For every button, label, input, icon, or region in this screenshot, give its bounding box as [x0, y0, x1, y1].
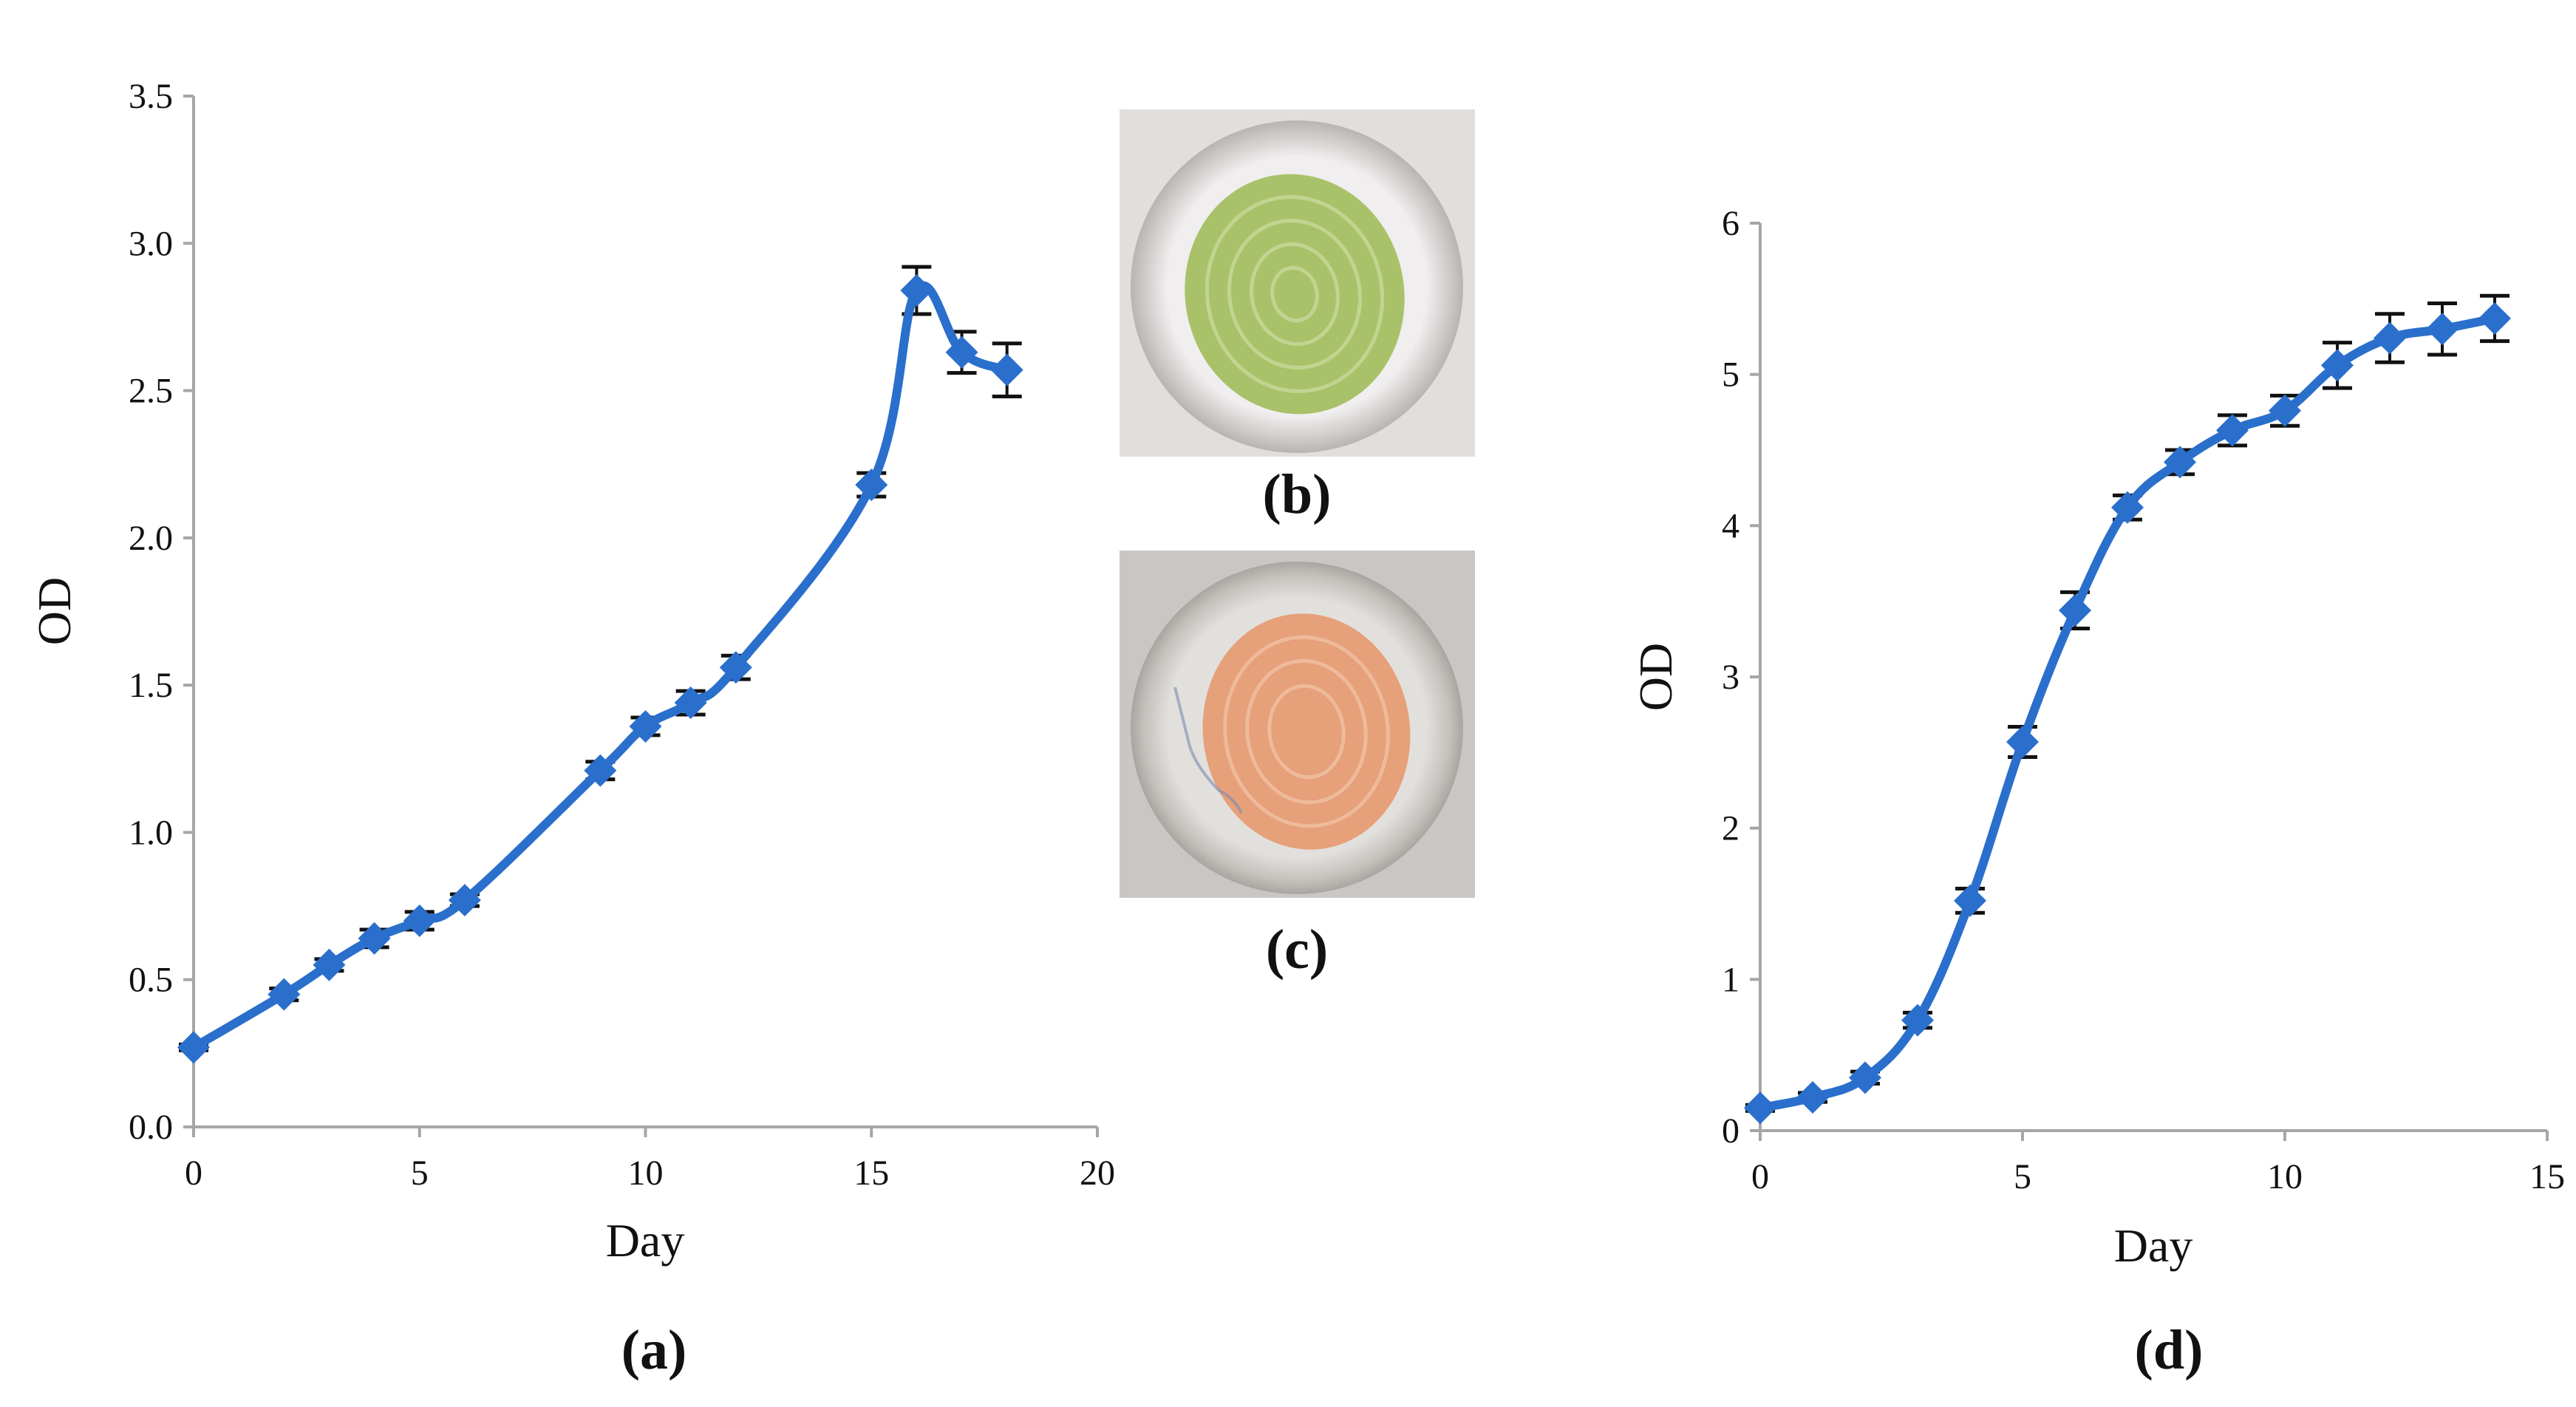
chart-d-data-point	[2269, 394, 2301, 427]
chart-a-y-axis-title: OD	[28, 577, 81, 645]
chart-a-data-point	[313, 948, 346, 981]
chart-a-data-point	[945, 335, 978, 369]
chart-a-data-point	[177, 1031, 210, 1064]
photo-b-streaks	[1204, 195, 1385, 393]
chart-a-data-point	[358, 921, 391, 955]
chart-a-data-point	[403, 904, 436, 937]
chart-a-data-point	[584, 754, 617, 787]
chart-d-series-line	[1756, 313, 2499, 1113]
chart-a-x-tick-label: 0	[185, 1154, 202, 1193]
chart-d-x-tick-label: 5	[2014, 1157, 2031, 1196]
chart-d-data-point	[2321, 349, 2354, 382]
chart-d-data-point	[2374, 321, 2406, 355]
chart-a-series-line	[189, 281, 1012, 1052]
chart-a-data-point	[719, 651, 752, 684]
chart-d-y-tick-label: 1	[1722, 960, 1740, 999]
chart-d-data-point	[2478, 302, 2511, 335]
chart-d-x-tick-label: 10	[2267, 1157, 2303, 1196]
panel-label-a: (a)	[621, 1319, 687, 1381]
photo-b-colony	[1185, 174, 1405, 415]
photo-c-orange-petri-dish	[1120, 551, 1475, 898]
chart-a-x-axis-title: Day	[606, 1214, 685, 1267]
chart-d-data-point	[1796, 1080, 1829, 1114]
chart-a-y-tick-label: 3.5	[129, 77, 173, 116]
photo-b-green-petri-dish	[1120, 109, 1475, 457]
chart-a-y-tick-label: 3.0	[129, 224, 173, 263]
chart-d-y-tick-label: 6	[1722, 204, 1740, 243]
chart-d-y-tick-label: 3	[1722, 658, 1740, 697]
chart-d-data-point	[1744, 1091, 1776, 1125]
chart-a: 0.0 0.5 1.0 1.5 2.0 2.5 3.0 3.5 0 5 10 15 20 Day OD	[28, 77, 1115, 1267]
chart-a-x-tick-label: 20	[1080, 1154, 1115, 1193]
chart-a-data-point	[674, 687, 707, 720]
panel-label-c: (c)	[1266, 919, 1328, 981]
chart-d-data-point	[1954, 884, 1986, 917]
panel-label-b: (b)	[1263, 463, 1332, 525]
chart-a-y-tick-label: 2.5	[129, 372, 173, 411]
chart-d-data-point	[1901, 1004, 1934, 1037]
chart-d-y-tick-label: 2	[1722, 809, 1740, 848]
chart-a-x-tick-label: 15	[853, 1154, 889, 1193]
photo-c-colony	[1202, 613, 1411, 850]
photo-c-handwriting-mark	[1173, 687, 1243, 814]
chart-a-data-point	[900, 274, 933, 307]
chart-a-y-tick-label: 1.5	[129, 666, 173, 705]
chart-d-x-tick-label: 15	[2529, 1157, 2565, 1196]
chart-a-y-tick-label: 1.0	[129, 813, 173, 852]
photo-c-streaks	[1223, 635, 1390, 828]
chart-a-x-tick-label: 5	[411, 1154, 429, 1193]
chart-d-y-axis-title: OD	[1629, 643, 1682, 711]
chart-d-data-point	[2216, 414, 2249, 447]
panel-label-d: (d)	[2135, 1319, 2204, 1381]
chart-a-y-tick-label: 2.0	[129, 519, 173, 558]
chart-d-data-point	[2059, 593, 2091, 627]
chart-d-data-point	[1849, 1061, 1881, 1094]
chart-a-data-point	[629, 709, 662, 743]
chart-d-x-tick-label: 0	[1751, 1157, 1769, 1196]
chart-a-x-tick-label: 10	[628, 1154, 664, 1193]
chart-d-y-tick-label: 4	[1722, 506, 1740, 545]
chart-d-data-point	[2111, 491, 2144, 524]
chart-d: 0 1 2 3 4 5 6 0 5 10 15 Day OD	[1629, 204, 2565, 1272]
chart-a-y-tick-label: 0.5	[129, 961, 173, 1000]
chart-a-data-point	[990, 353, 1023, 386]
chart-a-data-point	[268, 978, 301, 1011]
chart-d-y-tick-label: 5	[1722, 355, 1740, 395]
chart-d-data-point	[2164, 446, 2196, 479]
chart-a-data-point	[448, 884, 481, 917]
chart-d-y-tick-label: 0	[1722, 1111, 1740, 1151]
chart-a-y-tick-label: 0.0	[129, 1108, 173, 1147]
chart-d-x-axis-title: Day	[2114, 1219, 2193, 1272]
chart-a-data-point	[855, 469, 888, 502]
chart-d-data-point	[2426, 313, 2459, 346]
chart-d-data-point	[2006, 726, 2039, 759]
